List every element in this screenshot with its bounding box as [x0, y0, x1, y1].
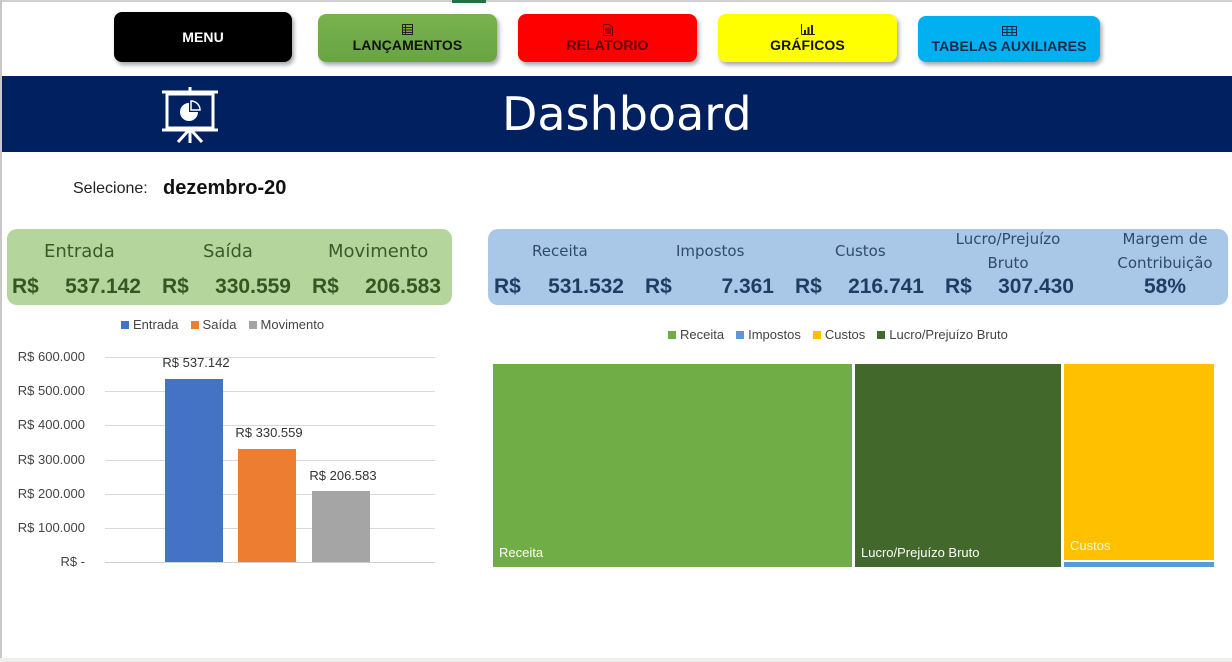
kpi-saida-currency: R$: [162, 275, 189, 298]
legend-saida: Saída: [190, 317, 237, 332]
cash-flow-bar-chart[interactable]: Entrada Saída Movimento R$ 600.000 R$ 50…: [5, 312, 450, 582]
y-tick: R$ 500.000: [17, 383, 85, 398]
legend-swatch-custos: [812, 330, 821, 339]
list-icon: [402, 24, 413, 36]
kpi-lucro-label-line1: Lucro/Prejuízo: [955, 230, 1061, 248]
graficos-button[interactable]: GRÁFICOS: [718, 14, 897, 62]
kpi-impostos-value: 7.361: [721, 275, 774, 298]
kpi-lucro-label: Lucro/Prejuízo Bruto: [946, 227, 1070, 275]
kpi-receita-currency: R$: [494, 275, 521, 298]
kpi-lucro-value: 307.430: [998, 275, 1074, 298]
sheet-bottom-edge: [0, 658, 1232, 662]
tabelas-auxiliares-button-label: TABELAS AUXILIARES: [931, 37, 1087, 54]
kpi-movimento-value: 206.583: [365, 275, 441, 298]
kpi-lucro-currency: R$: [945, 275, 972, 298]
relatorio-button-label: RELATORIO: [566, 36, 649, 53]
treemap-tile-custos[interactable]: Custos: [1064, 364, 1214, 560]
period-selector[interactable]: dezembro-20: [163, 177, 287, 199]
cash-flow-kpi-panel: Entrada Saída Movimento R$ 537.142 R$ 33…: [7, 229, 452, 305]
lancamentos-button-label: LANÇAMENTOS: [352, 36, 463, 53]
lancamentos-button[interactable]: LANÇAMENTOS: [318, 14, 497, 62]
y-tick: R$ 600.000: [17, 349, 85, 364]
treemap-tile-impostos[interactable]: [1064, 562, 1214, 567]
bar-chart-legend: Entrada Saída Movimento: [121, 317, 324, 332]
x-axis-line: [105, 562, 435, 563]
kpi-movimento-label: Movimento: [328, 241, 429, 262]
kpi-custos-value: 216.741: [848, 275, 924, 298]
menu-button[interactable]: MENU: [114, 12, 292, 62]
bar-movimento[interactable]: [312, 491, 370, 562]
graficos-button-label: GRÁFICOS: [770, 36, 845, 53]
kpi-impostos-label: Impostos: [676, 242, 745, 260]
legend-swatch-saida: [190, 320, 199, 329]
y-tick: R$ 200.000: [17, 486, 85, 501]
sheet-left-edge: [0, 0, 2, 662]
bar-label-movimento: R$ 206.583: [309, 468, 377, 483]
y-tick: R$ 300.000: [17, 452, 85, 467]
legend-impostos: Impostos: [736, 327, 801, 342]
y-tick: R$ 400.000: [17, 417, 85, 432]
kpi-receita-value: 531.532: [548, 275, 624, 298]
bar-entrada[interactable]: [165, 379, 223, 562]
gridline: [105, 357, 435, 358]
treemap-label-lucro: Lucro/Prejuízo Bruto: [861, 545, 980, 560]
kpi-custos-label: Custos: [835, 242, 886, 260]
y-axis: R$ 600.000 R$ 500.000 R$ 400.000 R$ 300.…: [5, 312, 85, 582]
kpi-receita-label: Receita: [532, 242, 588, 260]
legend-swatch-entrada: [121, 320, 129, 329]
legend-swatch-receita: [668, 330, 676, 339]
page-title: Dashboard: [502, 87, 752, 141]
gridline: [105, 391, 435, 392]
kpi-margem-label-line1: Margem de: [1122, 230, 1208, 248]
kpi-margem-label-line2: Contribuição: [1117, 254, 1213, 272]
results-kpi-panel: Receita Impostos Custos Lucro/Prejuízo B…: [488, 229, 1228, 305]
kpi-entrada-label: Entrada: [44, 241, 115, 262]
presentation-pie-icon: [158, 86, 222, 144]
table-icon: [1001, 25, 1017, 37]
document-icon: [602, 23, 613, 36]
tabelas-auxiliares-button[interactable]: TABELAS AUXILIARES: [918, 16, 1100, 62]
kpi-custos-currency: R$: [795, 275, 822, 298]
legend-swatch-impostos: [736, 330, 745, 339]
selected-cell-marker: [452, 0, 486, 3]
treemap-tile-receita[interactable]: Receita: [493, 364, 852, 567]
y-tick: R$ -: [60, 554, 85, 569]
bar-label-entrada: R$ 537.142: [162, 355, 230, 370]
legend-receita: Receita: [668, 327, 724, 342]
kpi-saida-value: 330.559: [215, 275, 291, 298]
treemap-legend: Receita Impostos Custos Lucro/Prejuízo B…: [668, 327, 1008, 342]
y-tick: R$ 100.000: [17, 520, 85, 535]
sheet-top-edge: [0, 0, 1232, 3]
legend-swatch-lucro: [877, 330, 886, 339]
treemap-tile-lucro[interactable]: Lucro/Prejuízo Bruto: [855, 364, 1061, 567]
legend-lucro: Lucro/Prejuízo Bruto: [877, 327, 1008, 342]
relatorio-button[interactable]: RELATORIO: [518, 14, 697, 62]
bar-label-saida: R$ 330.559: [235, 425, 303, 440]
kpi-entrada-value: 537.142: [65, 275, 141, 298]
bar-saida[interactable]: [238, 449, 296, 562]
bar-chart-icon: [800, 24, 815, 36]
period-selector-label: Selecione:: [73, 180, 148, 197]
kpi-saida-label: Saída: [203, 241, 253, 262]
legend-entrada: Entrada: [121, 317, 179, 332]
menu-button-label: MENU: [182, 29, 224, 45]
kpi-entrada-currency: R$: [12, 275, 39, 298]
gridline: [105, 425, 435, 426]
treemap-label-custos: Custos: [1070, 538, 1111, 553]
kpi-movimento-currency: R$: [312, 275, 339, 298]
kpi-margem-value: 58%: [1143, 275, 1187, 298]
kpi-margem-label: Margem de Contribuição: [1105, 227, 1225, 275]
kpi-impostos-currency: R$: [645, 275, 672, 298]
kpi-lucro-label-line2: Bruto: [987, 254, 1029, 272]
legend-swatch-movimento: [248, 320, 257, 329]
treemap-label-receita: Receita: [499, 545, 544, 560]
legend-movimento: Movimento: [248, 317, 324, 332]
legend-custos: Custos: [812, 327, 865, 342]
dashboard-header: Dashboard: [2, 76, 1232, 152]
results-treemap-chart[interactable]: Receita Impostos Custos Lucro/Prejuízo B…: [480, 315, 1232, 585]
